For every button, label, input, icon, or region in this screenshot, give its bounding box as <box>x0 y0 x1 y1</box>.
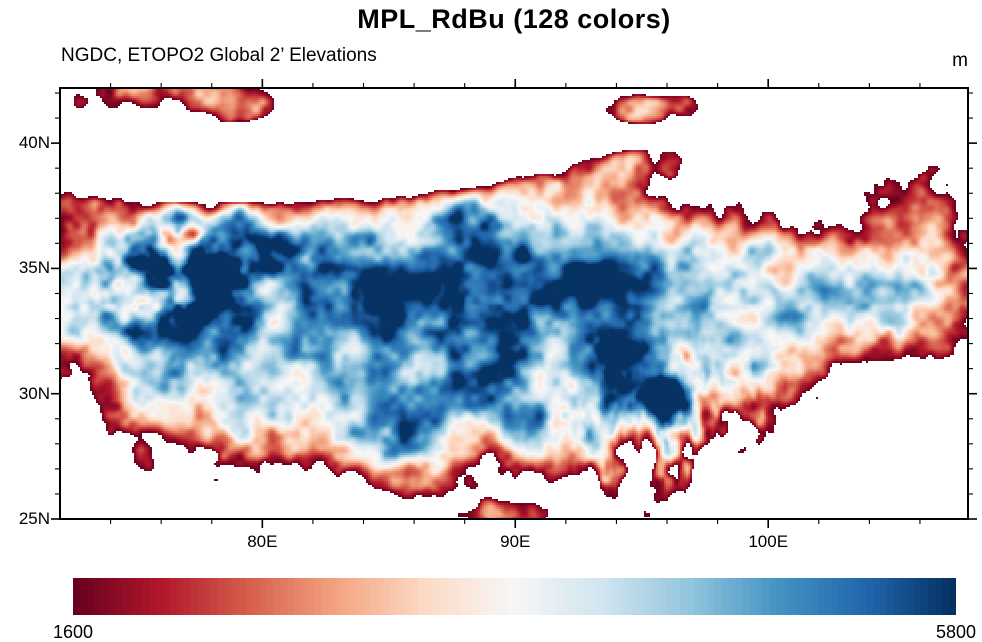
elevation-map-canvas <box>60 88 968 519</box>
y-tick-label: 25N <box>18 509 50 528</box>
colorbar-canvas <box>73 578 956 615</box>
colorbar-max-label: 5800 <box>935 622 977 642</box>
x-tick-label: 100E <box>748 532 789 551</box>
x-tick-label: 90E <box>500 532 531 551</box>
y-tick-label: 30N <box>18 383 50 403</box>
units-label: m <box>952 50 968 71</box>
y-tick-label: 35N <box>18 258 50 278</box>
colorbar-min-label: 1600 <box>52 622 94 642</box>
x-tick-label: 80E <box>247 532 278 551</box>
y-tick-label: 40N <box>18 133 50 153</box>
plot-subtitle: NGDC, ETOPO2 Global 2’ Elevations <box>61 45 377 66</box>
plot-title: MPL_RdBu (128 colors) <box>357 4 671 34</box>
